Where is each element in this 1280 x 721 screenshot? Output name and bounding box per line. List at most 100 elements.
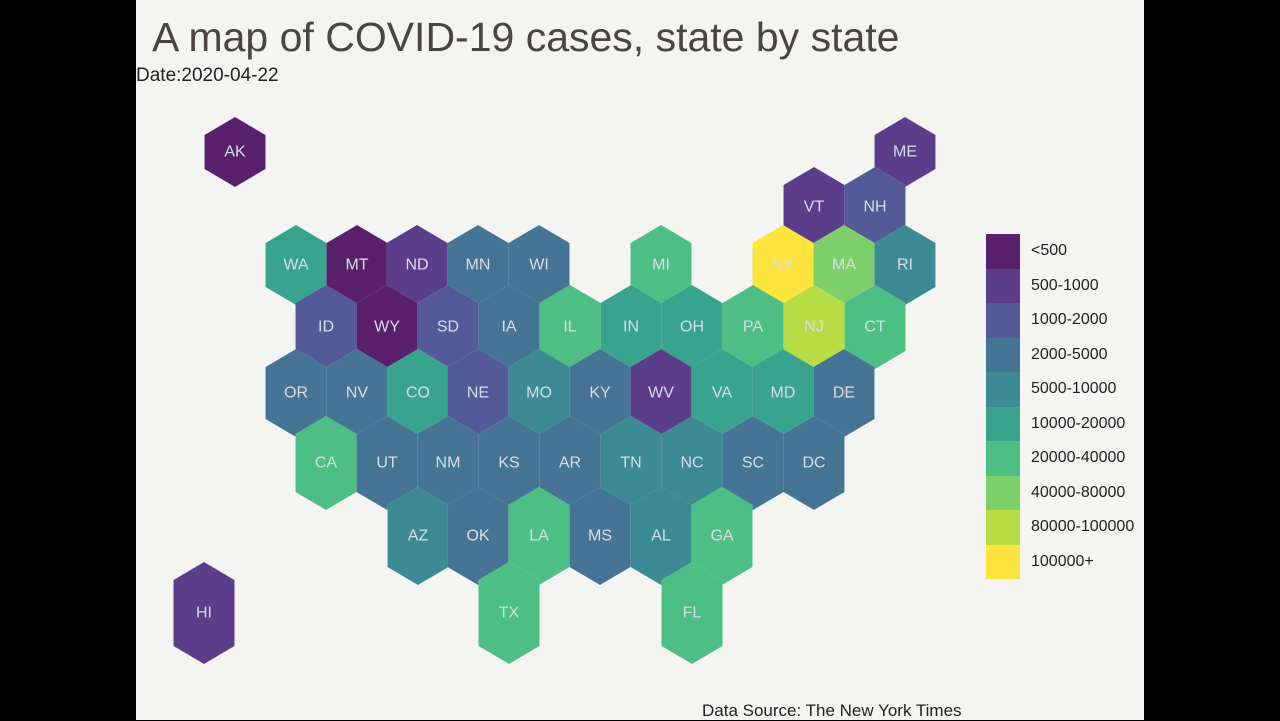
state-label: KS [498,455,519,472]
state-hex-md: MD [752,348,814,438]
state-label: AZ [408,528,429,545]
hex-shape [844,284,906,370]
state-label: MI [652,257,670,274]
state-label: SC [742,455,764,472]
state-label: LA [529,528,549,545]
state-hex-ky: KY [569,348,631,438]
state-label: ME [893,144,917,161]
hex-shape [173,561,235,665]
state-label: OH [680,319,704,336]
legend-swatch [986,475,1020,510]
state-label: NM [436,455,461,472]
legend-item: 5000-10000 [986,372,1134,407]
state-label: OK [466,528,489,545]
legend-label: 100000+ [1031,552,1094,570]
state-hex-sc: SC [722,415,784,511]
state-hex-al: AL [630,486,692,586]
legend-swatch [986,544,1020,579]
legend-swatch [986,303,1020,338]
legend-swatch [986,234,1020,269]
state-hex-ms: MS [569,486,631,586]
state-hex-az: AZ [387,486,449,586]
state-label: WY [374,319,400,336]
legend-label: <500 [1031,242,1068,260]
state-label: OR [284,385,308,402]
state-label: GA [710,528,733,545]
state-label: NV [346,385,369,402]
state-label: MD [771,385,796,402]
state-label: MA [832,257,856,274]
state-label: NC [680,455,703,472]
state-label: SD [437,319,459,336]
state-hex-nc: NC [661,415,723,511]
state-hex-mi: MI [630,224,692,306]
legend-swatch [986,510,1020,545]
legend-swatch [986,441,1020,476]
state-hex-ca: CA [295,415,357,511]
legend-swatch [986,337,1020,372]
state-label: HI [196,605,212,622]
legend-item: <500 [986,234,1134,269]
state-label: ND [405,257,428,274]
state-label: DE [833,385,855,402]
hex-shape [783,415,845,511]
legend-label: 10000-20000 [1031,414,1126,432]
legend-item: 10000-20000 [986,406,1134,441]
state-hex-tx: TX [478,561,540,665]
legend-label: 500-1000 [1031,276,1099,294]
data-source: Data Source: The New York Times [702,701,962,720]
state-label: AR [559,455,581,472]
state-label: CT [864,319,886,336]
legend-label: 20000-40000 [1031,449,1126,467]
state-hex-ct: CT [844,284,906,370]
state-label: IN [623,319,639,336]
state-label: IL [563,319,576,336]
state-hex-nd: ND [386,224,448,306]
state-hex-ny: NY [752,224,814,306]
state-label: FL [683,605,702,622]
date-label: Date:2020-04-22 [136,65,279,86]
state-label: MN [466,257,491,274]
state-hex-mt: MT [326,224,388,306]
state-hex-ak: AK [204,116,266,188]
state-hex-fl: FL [661,561,723,665]
state-label: UT [376,455,398,472]
legend-label: 5000-10000 [1031,380,1117,398]
state-label: WA [283,257,309,274]
state-hex-va: VA [691,348,753,438]
legend-swatch [986,406,1020,441]
state-label: RI [897,257,913,274]
state-label: NE [467,385,489,402]
state-hex-wv: WV [630,348,692,438]
state-label: WV [648,385,674,402]
state-label: AL [651,528,671,545]
legend-item: 80000-100000 [986,510,1134,545]
state-hex-me: ME [874,116,936,188]
legend-swatch [986,372,1020,407]
legend-item: 20000-40000 [986,441,1134,476]
state-label: CA [315,455,338,472]
state-label: TN [620,455,641,472]
state-label: KY [589,385,611,402]
state-label: AK [224,144,246,161]
legend-label: 1000-2000 [1031,311,1108,329]
legend-item: 100000+ [986,544,1134,579]
state-label: VA [712,385,732,402]
state-label: TX [499,605,520,622]
page-title: A map of COVID-19 cases, state by state [152,14,900,60]
state-label: IA [501,319,516,336]
state-label: NY [772,257,795,274]
state-hex-ut: UT [356,415,418,511]
legend-label: 2000-5000 [1031,345,1108,363]
hex-shape [478,561,540,665]
state-label: NH [863,199,886,216]
hex-shape [661,561,723,665]
state-label: WI [529,257,549,274]
legend-label: 40000-80000 [1031,483,1126,501]
state-label: PA [743,319,763,336]
state-label: DC [802,455,825,472]
legend-swatch [986,268,1020,303]
legend: <500 500-1000 1000-2000 2000-5000 5000-10000… [986,234,1134,579]
state-hex-la: LA [508,486,570,586]
